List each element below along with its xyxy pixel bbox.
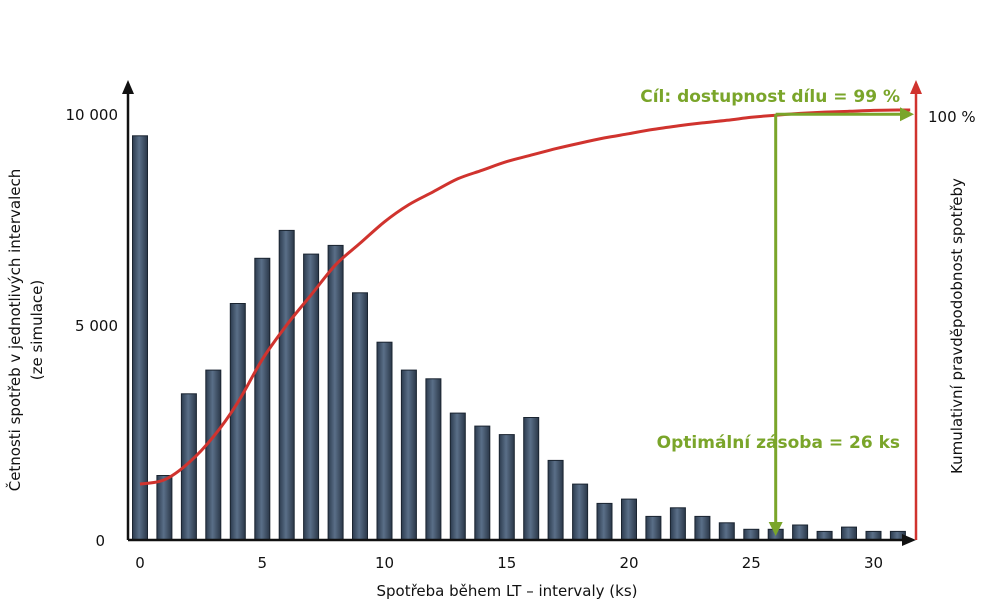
goal-annotation: Cíl: dostupnost dílu = 99 % <box>640 87 900 107</box>
bar-22 <box>669 507 686 541</box>
bar-15 <box>498 434 515 541</box>
x-axis-title: Spotřeba během LT – intervaly (ks) <box>376 582 637 600</box>
x-tick-labels: 0 5 10 15 20 25 30 <box>135 554 883 572</box>
bar-10 <box>376 341 393 541</box>
bar-5 <box>254 257 271 541</box>
bar-23 <box>694 515 711 541</box>
bar-21 <box>645 515 662 541</box>
optimal-vertical-arrowhead <box>768 522 783 536</box>
bar-25 <box>743 528 760 541</box>
y-tick-label-5000: 5 000 <box>75 317 118 335</box>
bar-30 <box>865 530 882 541</box>
bar-4 <box>229 303 246 541</box>
x-tick-label-10: 10 <box>375 554 394 572</box>
x-tick-label-15: 15 <box>497 554 516 572</box>
y-tick-label-10000: 10 000 <box>66 106 119 124</box>
annotation-group <box>768 107 914 536</box>
bar-16 <box>523 417 540 541</box>
bar-20 <box>621 498 637 541</box>
bar-29 <box>841 526 857 541</box>
bar-8 <box>327 244 344 541</box>
bar-14 <box>474 425 491 541</box>
y-tick-label-0: 0 <box>95 532 105 550</box>
bar-13 <box>449 412 466 541</box>
bar-3 <box>205 369 222 541</box>
goal-horizontal-arrowhead <box>900 107 914 122</box>
y-axis-right-arrow <box>910 80 922 94</box>
y-axis-left-title-line2: (ze simulace) <box>28 280 46 381</box>
y-axis-right-title: Kumulativní pravděpodobnost spotřeby <box>948 178 966 474</box>
bar-0 <box>132 135 148 541</box>
bar-1 <box>156 475 173 541</box>
bar-28 <box>816 530 833 541</box>
x-tick-label-30: 30 <box>864 554 883 572</box>
y-axis-left-title-line1: Četnosti spotřeb v jednotlivých interval… <box>5 169 24 492</box>
bar-24 <box>718 522 735 541</box>
optimal-stock-annotation: Optimální zásoba = 26 ks <box>657 433 900 453</box>
bar-12 <box>425 378 442 541</box>
bar-27 <box>792 524 809 541</box>
bars-group <box>132 135 906 541</box>
x-tick-label-20: 20 <box>619 554 638 572</box>
bar-6 <box>278 229 295 541</box>
bar-11 <box>400 369 417 541</box>
bar-18 <box>572 483 589 541</box>
y-right-tick-label-100: 100 % <box>928 108 976 126</box>
bar-19 <box>596 502 613 541</box>
bar-17 <box>547 459 564 541</box>
y-axis-left-arrow <box>122 80 134 94</box>
x-tick-label-25: 25 <box>742 554 761 572</box>
bar-9 <box>352 292 368 541</box>
x-tick-label-0: 0 <box>135 554 145 572</box>
x-tick-label-5: 5 <box>258 554 268 572</box>
x-axis-arrow <box>902 534 916 546</box>
